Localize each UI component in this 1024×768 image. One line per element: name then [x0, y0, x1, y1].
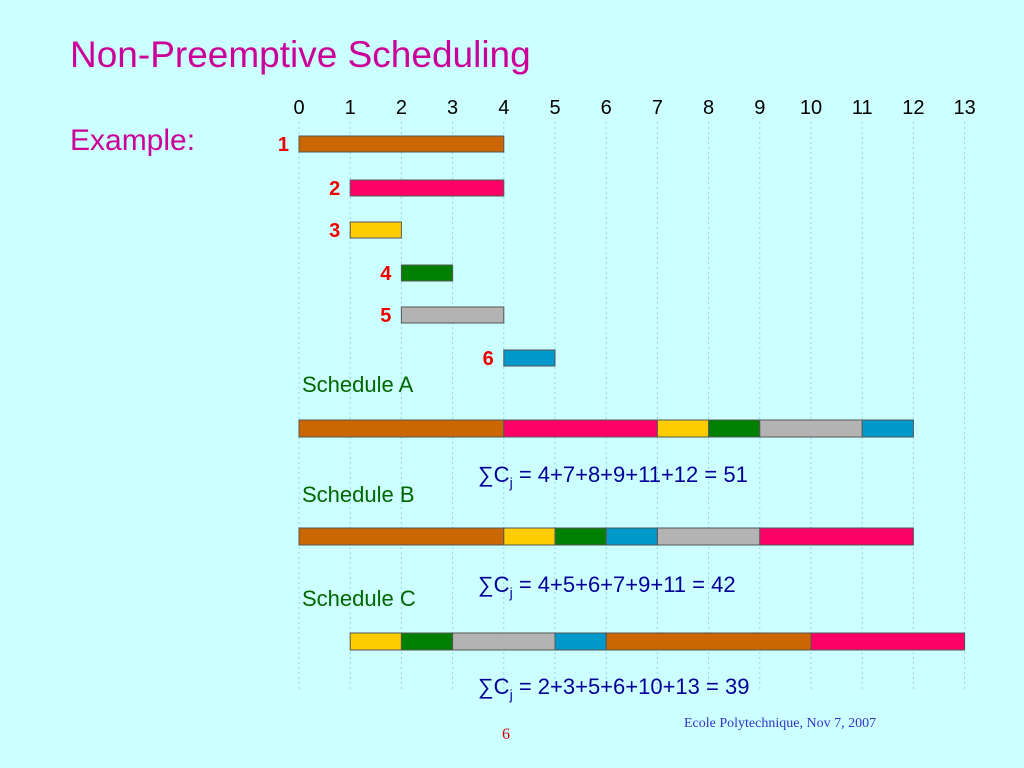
schedule-b-segment-job-2 [759, 527, 914, 546]
schedule-c-segment-job-3 [349, 632, 402, 651]
schedule-b-sum: ∑Cj = 4+5+6+7+9+11 = 42 [478, 572, 736, 600]
sum-prefix: ∑C [478, 572, 510, 597]
schedule-b-segment-job-6 [605, 527, 658, 546]
job-4-label: 4 [380, 263, 392, 285]
axis-tick-label: 5 [549, 97, 560, 119]
sum-expression: = 4+5+6+7+9+11 = 42 [512, 572, 736, 597]
sum-expression: = 4+7+8+9+11+12 = 51 [512, 462, 748, 487]
page-number: 6 [502, 726, 510, 743]
schedule-b-segment-job-5 [656, 527, 761, 546]
axis-tick-label: 8 [703, 97, 714, 119]
schedule-a-segment-job-1 [298, 419, 505, 438]
axis-tick-label: 2 [396, 97, 407, 119]
sum-subscript: j [509, 474, 513, 491]
job-5-label: 5 [380, 305, 391, 327]
job-3-bar [349, 221, 402, 239]
axis-tick-label: 13 [953, 97, 975, 119]
axis-tick-label: 6 [601, 97, 612, 119]
schedule-c-label: Schedule C [302, 586, 416, 611]
sum-subscript: j [509, 584, 513, 601]
schedule-a-segment-job-4 [708, 419, 761, 438]
schedule-b-segment-job-1 [298, 527, 505, 546]
axis-tick-label: 7 [652, 97, 663, 119]
axis-tick-label: 12 [902, 97, 924, 119]
job-1-label: 1 [278, 134, 289, 156]
axis-tick-label: 3 [447, 97, 458, 119]
axis-tick-label: 1 [345, 97, 356, 119]
schedule-a-sum: ∑Cj = 4+7+8+9+11+12 = 51 [478, 462, 748, 490]
schedule-a-segment-job-3 [656, 419, 710, 438]
axis-tick-label: 11 [852, 97, 873, 119]
footer-text: Ecole Polytechnique, Nov 7, 2007 [684, 716, 877, 731]
schedule-c-segment-job-2 [810, 632, 966, 651]
schedule-c-segment-job-4 [400, 632, 454, 651]
schedule-a-label: Schedule A [302, 372, 414, 397]
schedule-a-segment-job-2 [503, 419, 658, 438]
job-2-label: 2 [329, 178, 340, 200]
sum-prefix: ∑C [478, 674, 510, 699]
job-5-bar [400, 306, 505, 324]
job-1-bar [298, 135, 505, 153]
sum-subscript: j [509, 686, 513, 703]
axis-tick-label: 0 [293, 97, 304, 119]
job-6-label: 6 [483, 348, 494, 370]
job-2-bar [349, 179, 505, 197]
schedule-c-segment-job-6 [554, 632, 607, 651]
schedule-b-label: Schedule B [302, 482, 415, 507]
sum-prefix: ∑C [478, 462, 510, 487]
schedule-c-sum: ∑Cj = 2+3+5+6+10+13 = 39 [478, 674, 749, 702]
axis-tick-label: 9 [754, 97, 765, 119]
job-3-label: 3 [329, 220, 340, 242]
slide-title: Non-Preemptive Scheduling [70, 34, 531, 75]
schedule-c-segment-job-5 [452, 632, 556, 651]
sum-expression: = 2+3+5+6+10+13 = 39 [512, 674, 750, 699]
schedule-c-segment-job-1 [605, 632, 812, 651]
axis-tick-label: 4 [498, 97, 509, 119]
schedule-a-segment-job-6 [861, 419, 914, 438]
schedule-b-segment-job-4 [554, 527, 607, 546]
job-6-bar [503, 349, 556, 367]
axis-tick-label: 10 [800, 97, 822, 119]
example-label: Example: [70, 124, 196, 157]
schedule-a-segment-job-5 [759, 419, 863, 438]
job-4-bar [400, 264, 454, 282]
schedule-b-segment-job-3 [503, 527, 556, 546]
